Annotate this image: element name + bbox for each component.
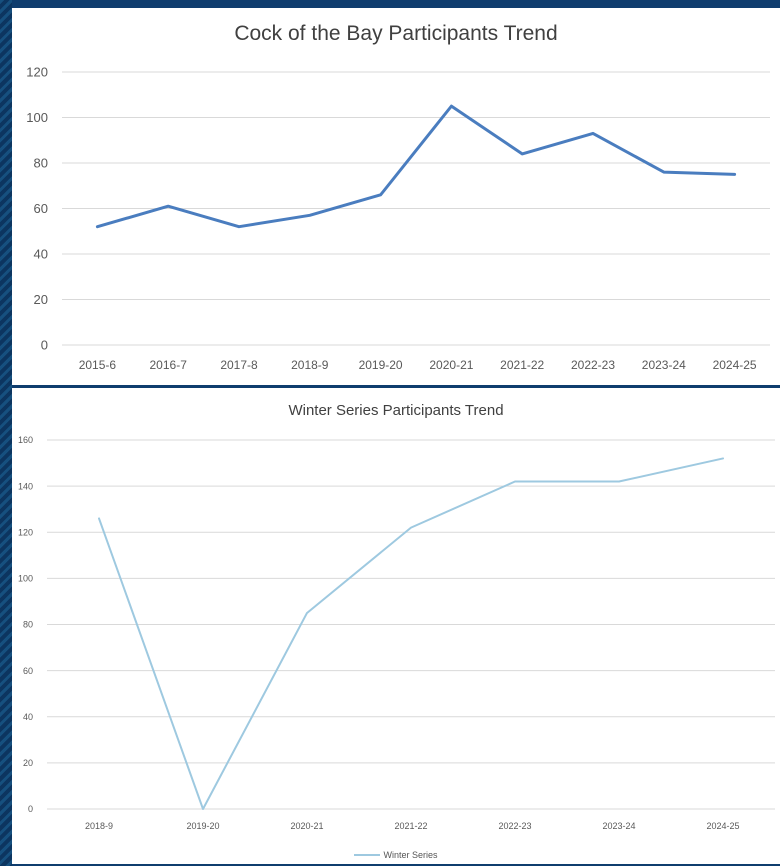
- y-tick-label: 120: [26, 65, 48, 80]
- x-tick-label: 2018-9: [291, 358, 329, 372]
- y-tick-label: 140: [18, 481, 33, 491]
- x-tick-label: 2016-7: [150, 358, 188, 372]
- x-tick-label: 2021-22: [394, 821, 427, 831]
- line-chart-winter-series: 0 20 40 60 80 100 120 140 160 2018-9 2019-20 2020-2…: [18, 435, 775, 831]
- x-tick-label: 2019-20: [186, 821, 219, 831]
- background-pattern: [0, 0, 12, 866]
- y-tick-label: 160: [18, 435, 33, 445]
- legend-swatch: [354, 854, 381, 856]
- x-tick-label: 2017-8: [220, 358, 258, 372]
- x-tick-label: 2020-21: [429, 358, 473, 372]
- y-tick-label: 80: [34, 156, 48, 171]
- y-tick-label: 40: [23, 712, 33, 722]
- y-tick-label: 100: [26, 110, 48, 125]
- x-tick-label: 2024-25: [713, 358, 757, 372]
- series-line: [98, 457, 724, 810]
- x-tick-label: 2023-24: [642, 358, 686, 372]
- x-tick-label: 2024-25: [706, 821, 739, 831]
- chart-panel-cock-of-the-bay: Cock of the Bay Participants Trend 0 20 40…: [12, 8, 780, 385]
- x-tick-label: 2022-23: [498, 821, 531, 831]
- y-tick-label: 20: [23, 758, 33, 768]
- y-tick-label: 20: [34, 292, 48, 307]
- x-tick-label: 2020-21: [290, 821, 323, 831]
- y-tick-label: 100: [18, 574, 33, 584]
- x-tick-label: 2018-9: [85, 821, 113, 831]
- x-tick-label: 2022-23: [571, 358, 615, 372]
- legend-label: Winter Series: [383, 850, 438, 860]
- y-tick-label: 40: [34, 247, 48, 262]
- y-tick-label: 120: [18, 527, 33, 537]
- y-tick-label: 60: [23, 666, 33, 676]
- legend: Winter Series: [12, 850, 780, 860]
- x-tick-label: 2019-20: [359, 358, 403, 372]
- x-tick-label: 2021-22: [500, 358, 544, 372]
- x-tick-label: 2015-6: [79, 358, 117, 372]
- x-tick-label: 2023-24: [602, 821, 635, 831]
- chart-panel-winter-series: Winter Series Participants Trend 0 20 40 60…: [12, 388, 780, 864]
- chart-title: Winter Series Participants Trend: [288, 402, 504, 419]
- y-tick-label: 80: [23, 620, 33, 630]
- chart-title: Cock of the Bay Participants Trend: [234, 22, 558, 45]
- y-tick-label: 0: [41, 338, 48, 353]
- line-chart-cock-of-the-bay: 0 20 40 60 80 100 120 2015-6 2016-7 2017-8 2018-9 2…: [26, 65, 770, 372]
- series-line: [95, 104, 737, 229]
- y-tick-label: 0: [28, 804, 33, 814]
- y-tick-label: 60: [34, 201, 48, 216]
